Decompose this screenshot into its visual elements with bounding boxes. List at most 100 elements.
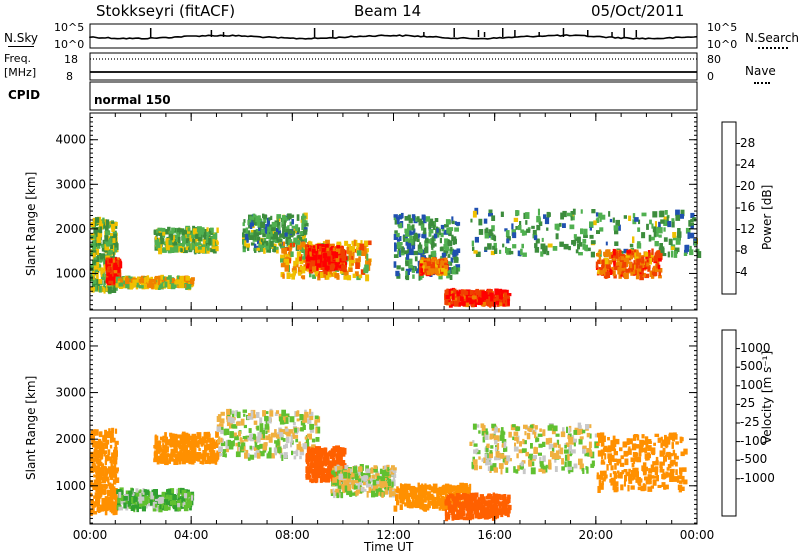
velocity-echo-cell [242,436,248,440]
velocity-echo-cell [174,448,178,453]
power-echo-cell [213,248,217,254]
power-echo-cell [490,250,495,256]
power-echo-cell [408,248,414,256]
power-echo-cell [160,282,165,288]
power-echo-cell [629,262,633,269]
power-echo-cell [574,236,578,241]
power-echo-cell [344,240,349,246]
power-echo-cell [453,288,457,295]
velocity-echo-cell [342,460,346,465]
power-echo-cell [418,218,422,226]
power-echo-cell [92,259,96,266]
power-echo-cell [430,263,435,269]
power-echo-cell [394,219,398,225]
velocity-echo-cell [291,450,294,456]
velocity-echo-cell [248,413,251,417]
power-echo-cell [638,219,641,225]
velocity-echo-cell [125,504,129,511]
power-echo-cell [486,298,490,306]
velocity-echo-cell [334,471,339,476]
power-echo-cell [521,243,524,249]
velocity-echo-cell [111,427,115,434]
power-echo-cell [96,262,100,268]
power-echo-cell [444,224,449,228]
power-echo-cell [631,264,635,271]
velocity-echo-cell [263,430,268,435]
power-echo-cell [653,231,657,238]
power-echo-cell [95,278,99,283]
velocity-echo-cell [168,456,174,462]
power-echo-cell [598,249,602,255]
velocity-echo-cell [357,483,360,490]
velocity-echo-cell [92,439,96,445]
power-echo-cell [112,238,116,243]
power-echo-cell [483,291,488,297]
power-echo-cell [409,235,413,242]
power-echo-cell [472,210,477,218]
power-echo-cell [526,228,531,233]
velocity-echo-cell [159,504,162,510]
velocity-echo-cell [379,468,383,475]
power-echo-cell [569,224,575,230]
velocity-echo-cell [97,481,101,486]
velocity-echo-cell [134,495,138,502]
power-echo-cell [97,241,102,246]
power-echo-cell [270,231,273,237]
power-echo-cell [499,249,502,254]
velocity-echo-cell [162,443,165,449]
velocity-echo-cell [275,410,280,414]
velocity-echo-cell [341,447,347,455]
power-echo-cell [546,250,550,256]
velocity-echo-cell [145,489,150,493]
velocity-echo-cell [291,451,297,455]
power-echo-cell [459,290,463,296]
velocity-echo-cell [292,422,296,426]
power-echo-cell [559,241,564,247]
power-echo-cell [101,244,105,248]
power-echo-cell [466,298,469,303]
velocity-echo-cell [157,459,162,464]
power-echo-cell [257,223,260,228]
velocity-echo-cell [309,424,313,430]
power-echo-cell [512,232,517,239]
power-echo-cell [543,214,547,219]
power-echo-cell [181,280,186,285]
power-echo-cell [539,221,543,226]
power-echo-cell [398,236,402,241]
velocity-echo-cell [91,429,95,436]
power-echo-cell [506,236,511,241]
power-echo-cell [315,244,320,252]
velocity-echo-cell [331,461,336,466]
velocity-echo-cell [137,492,142,499]
velocity-echo-cell [325,462,327,467]
power-echo-cell [451,267,455,272]
power-echo-cell [607,260,613,265]
power-echo-cell [502,243,505,248]
power-echo-cell [302,256,306,260]
power-echo-cell [111,270,115,274]
velocity-echo-cell [196,452,202,459]
power-echo-cell [197,246,202,250]
power-echo-cell [428,238,432,244]
power-echo-cell [293,260,297,268]
power-echo-cell [406,243,412,249]
power-echo-cell [298,271,302,276]
velocity-echo-cell [377,475,381,480]
power-echo-cell [635,274,640,280]
velocity-echo-cell [373,466,378,473]
power-echo-cell [334,252,339,259]
power-echo-cell [117,267,121,273]
velocity-echo-cell [384,490,388,495]
velocity-echo-cell [314,449,319,454]
nsky-legend-line [8,46,34,47]
power-echo-cell [107,267,111,272]
power-echo-cell [674,247,680,253]
power-echo-cell [205,241,211,246]
velocity-echo-cell [185,502,190,506]
velocity-echo-cell [369,474,371,482]
power-echo-cell [329,268,333,275]
power-echo-cell [292,270,296,277]
station-title: Stokkseyri (fitACF) [96,2,236,20]
velocity-echo-cell [166,489,172,495]
power-echo-cell [363,248,367,252]
